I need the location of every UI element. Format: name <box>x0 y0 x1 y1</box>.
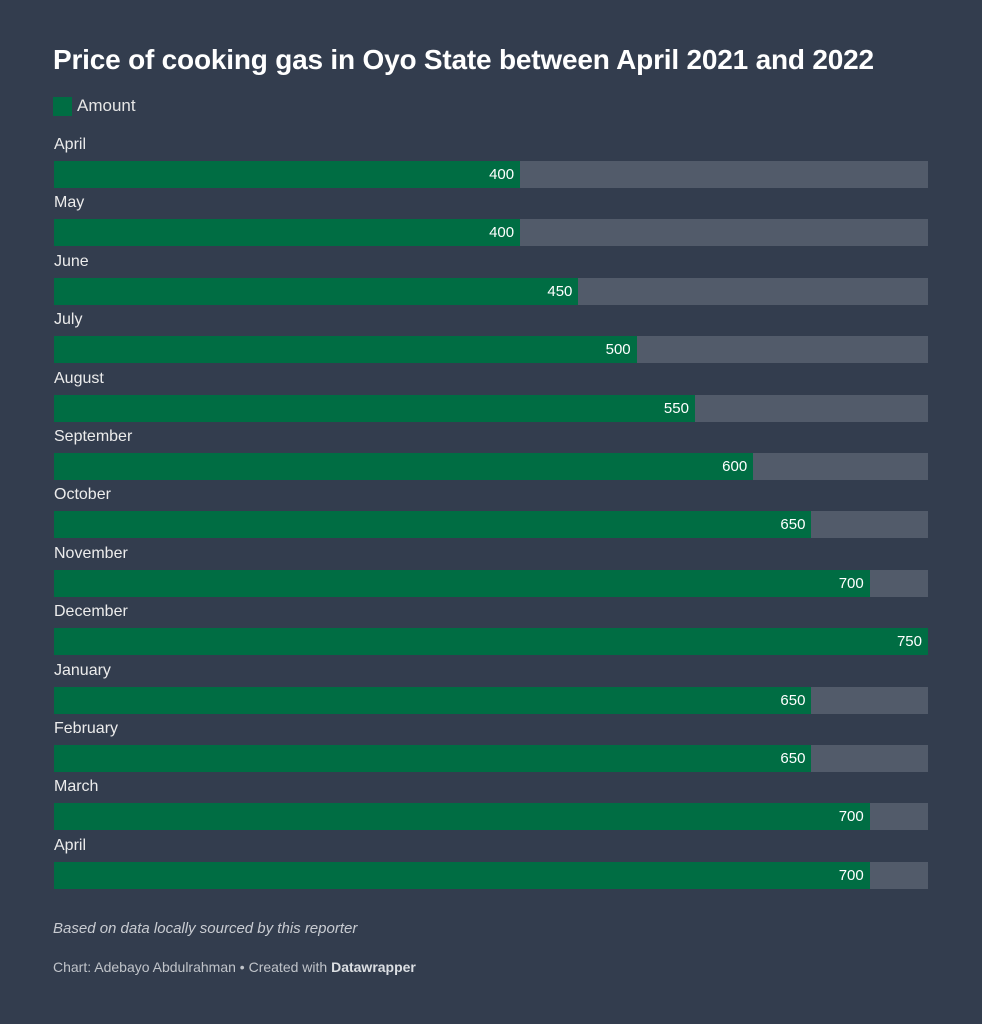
category-label: September <box>54 427 133 445</box>
bar-value-label: 550 <box>663 399 689 417</box>
credit-prefix: Chart: Adebayo Abdulrahman • Created wit… <box>53 959 332 975</box>
bar-track: 500 <box>54 336 928 364</box>
bar-track: 650 <box>54 511 928 539</box>
bar: 400 <box>54 161 521 188</box>
category-label: April <box>54 836 87 854</box>
bar: 750 <box>54 628 928 656</box>
bar: 650 <box>54 511 812 539</box>
category-label: October <box>54 486 111 504</box>
bar-value-label: 650 <box>780 516 806 534</box>
bar-track: 700 <box>54 569 928 597</box>
category-label: August <box>54 369 104 387</box>
bar: 500 <box>54 336 637 364</box>
bar: 450 <box>54 277 579 305</box>
bar-value-label: 700 <box>838 574 864 592</box>
bar-row: December 750 <box>54 603 928 661</box>
bar-track: 750 <box>54 628 928 656</box>
bar: 700 <box>54 803 870 831</box>
category-label: June <box>54 252 89 270</box>
bar-value-label: 750 <box>896 633 922 651</box>
chart-title: Price of cooking gas in Oyo State betwee… <box>53 44 874 75</box>
bar: 650 <box>54 686 812 714</box>
bar-value-label: 650 <box>780 749 806 767</box>
bar: 700 <box>54 569 870 597</box>
bar-row: July 500 <box>54 311 928 369</box>
bar-value-label: 400 <box>489 224 515 242</box>
bar-row: March 700 <box>54 778 928 836</box>
legend: Amount <box>53 96 136 116</box>
category-label: January <box>54 661 111 679</box>
bar-value-label: 500 <box>605 341 631 359</box>
bar-chart: April 400 May 400 June 450 July 500 August 550 Sep… <box>54 136 928 895</box>
chart-credit: Chart: Adebayo Abdulrahman • Created wit… <box>53 959 416 975</box>
bar: 700 <box>54 861 870 889</box>
bar-value-label: 700 <box>838 866 864 884</box>
category-label: July <box>54 311 83 329</box>
bar-track: 700 <box>54 803 928 831</box>
legend-label: Amount <box>77 96 136 115</box>
bar: 400 <box>54 219 521 247</box>
bar-track: 400 <box>54 161 928 188</box>
credit-tool-link[interactable]: Datawrapper <box>331 959 416 975</box>
bar-track: 650 <box>54 744 928 772</box>
category-label: April <box>54 136 87 153</box>
legend-swatch <box>53 96 72 116</box>
bar-value-label: 400 <box>489 166 515 183</box>
bar-track: 650 <box>54 686 928 714</box>
bar-track: 450 <box>54 277 928 305</box>
category-label: May <box>54 194 85 212</box>
bar-track: 600 <box>54 452 928 480</box>
category-label: March <box>54 778 99 796</box>
bar-row: November 700 <box>54 545 928 603</box>
bar-value-label: 700 <box>838 808 864 826</box>
bar-row: April 700 <box>54 837 928 895</box>
chart-note: Based on data locally sourced by this re… <box>53 920 358 937</box>
bar: 650 <box>54 744 812 772</box>
category-label: December <box>54 603 128 621</box>
bar-row: May 400 <box>54 194 928 252</box>
bar-row: February 650 <box>54 720 928 778</box>
bar-track: 400 <box>54 219 928 247</box>
bar-row: January 650 <box>54 662 928 720</box>
bar-value-label: 600 <box>722 457 748 475</box>
bar-row: September 600 <box>54 428 928 486</box>
bar-value-label: 450 <box>547 282 573 300</box>
bar-row: October 650 <box>54 486 928 544</box>
bar: 600 <box>54 452 754 480</box>
bar-row: June 450 <box>54 253 928 311</box>
bar-value-label: 650 <box>780 691 806 709</box>
bar-track: 700 <box>54 861 928 889</box>
category-label: November <box>54 544 128 562</box>
category-label: February <box>54 719 119 737</box>
bar-row: August 550 <box>54 370 928 428</box>
bar: 550 <box>54 394 695 422</box>
bar-track: 550 <box>54 394 928 422</box>
bar-row: April 400 <box>54 136 928 194</box>
